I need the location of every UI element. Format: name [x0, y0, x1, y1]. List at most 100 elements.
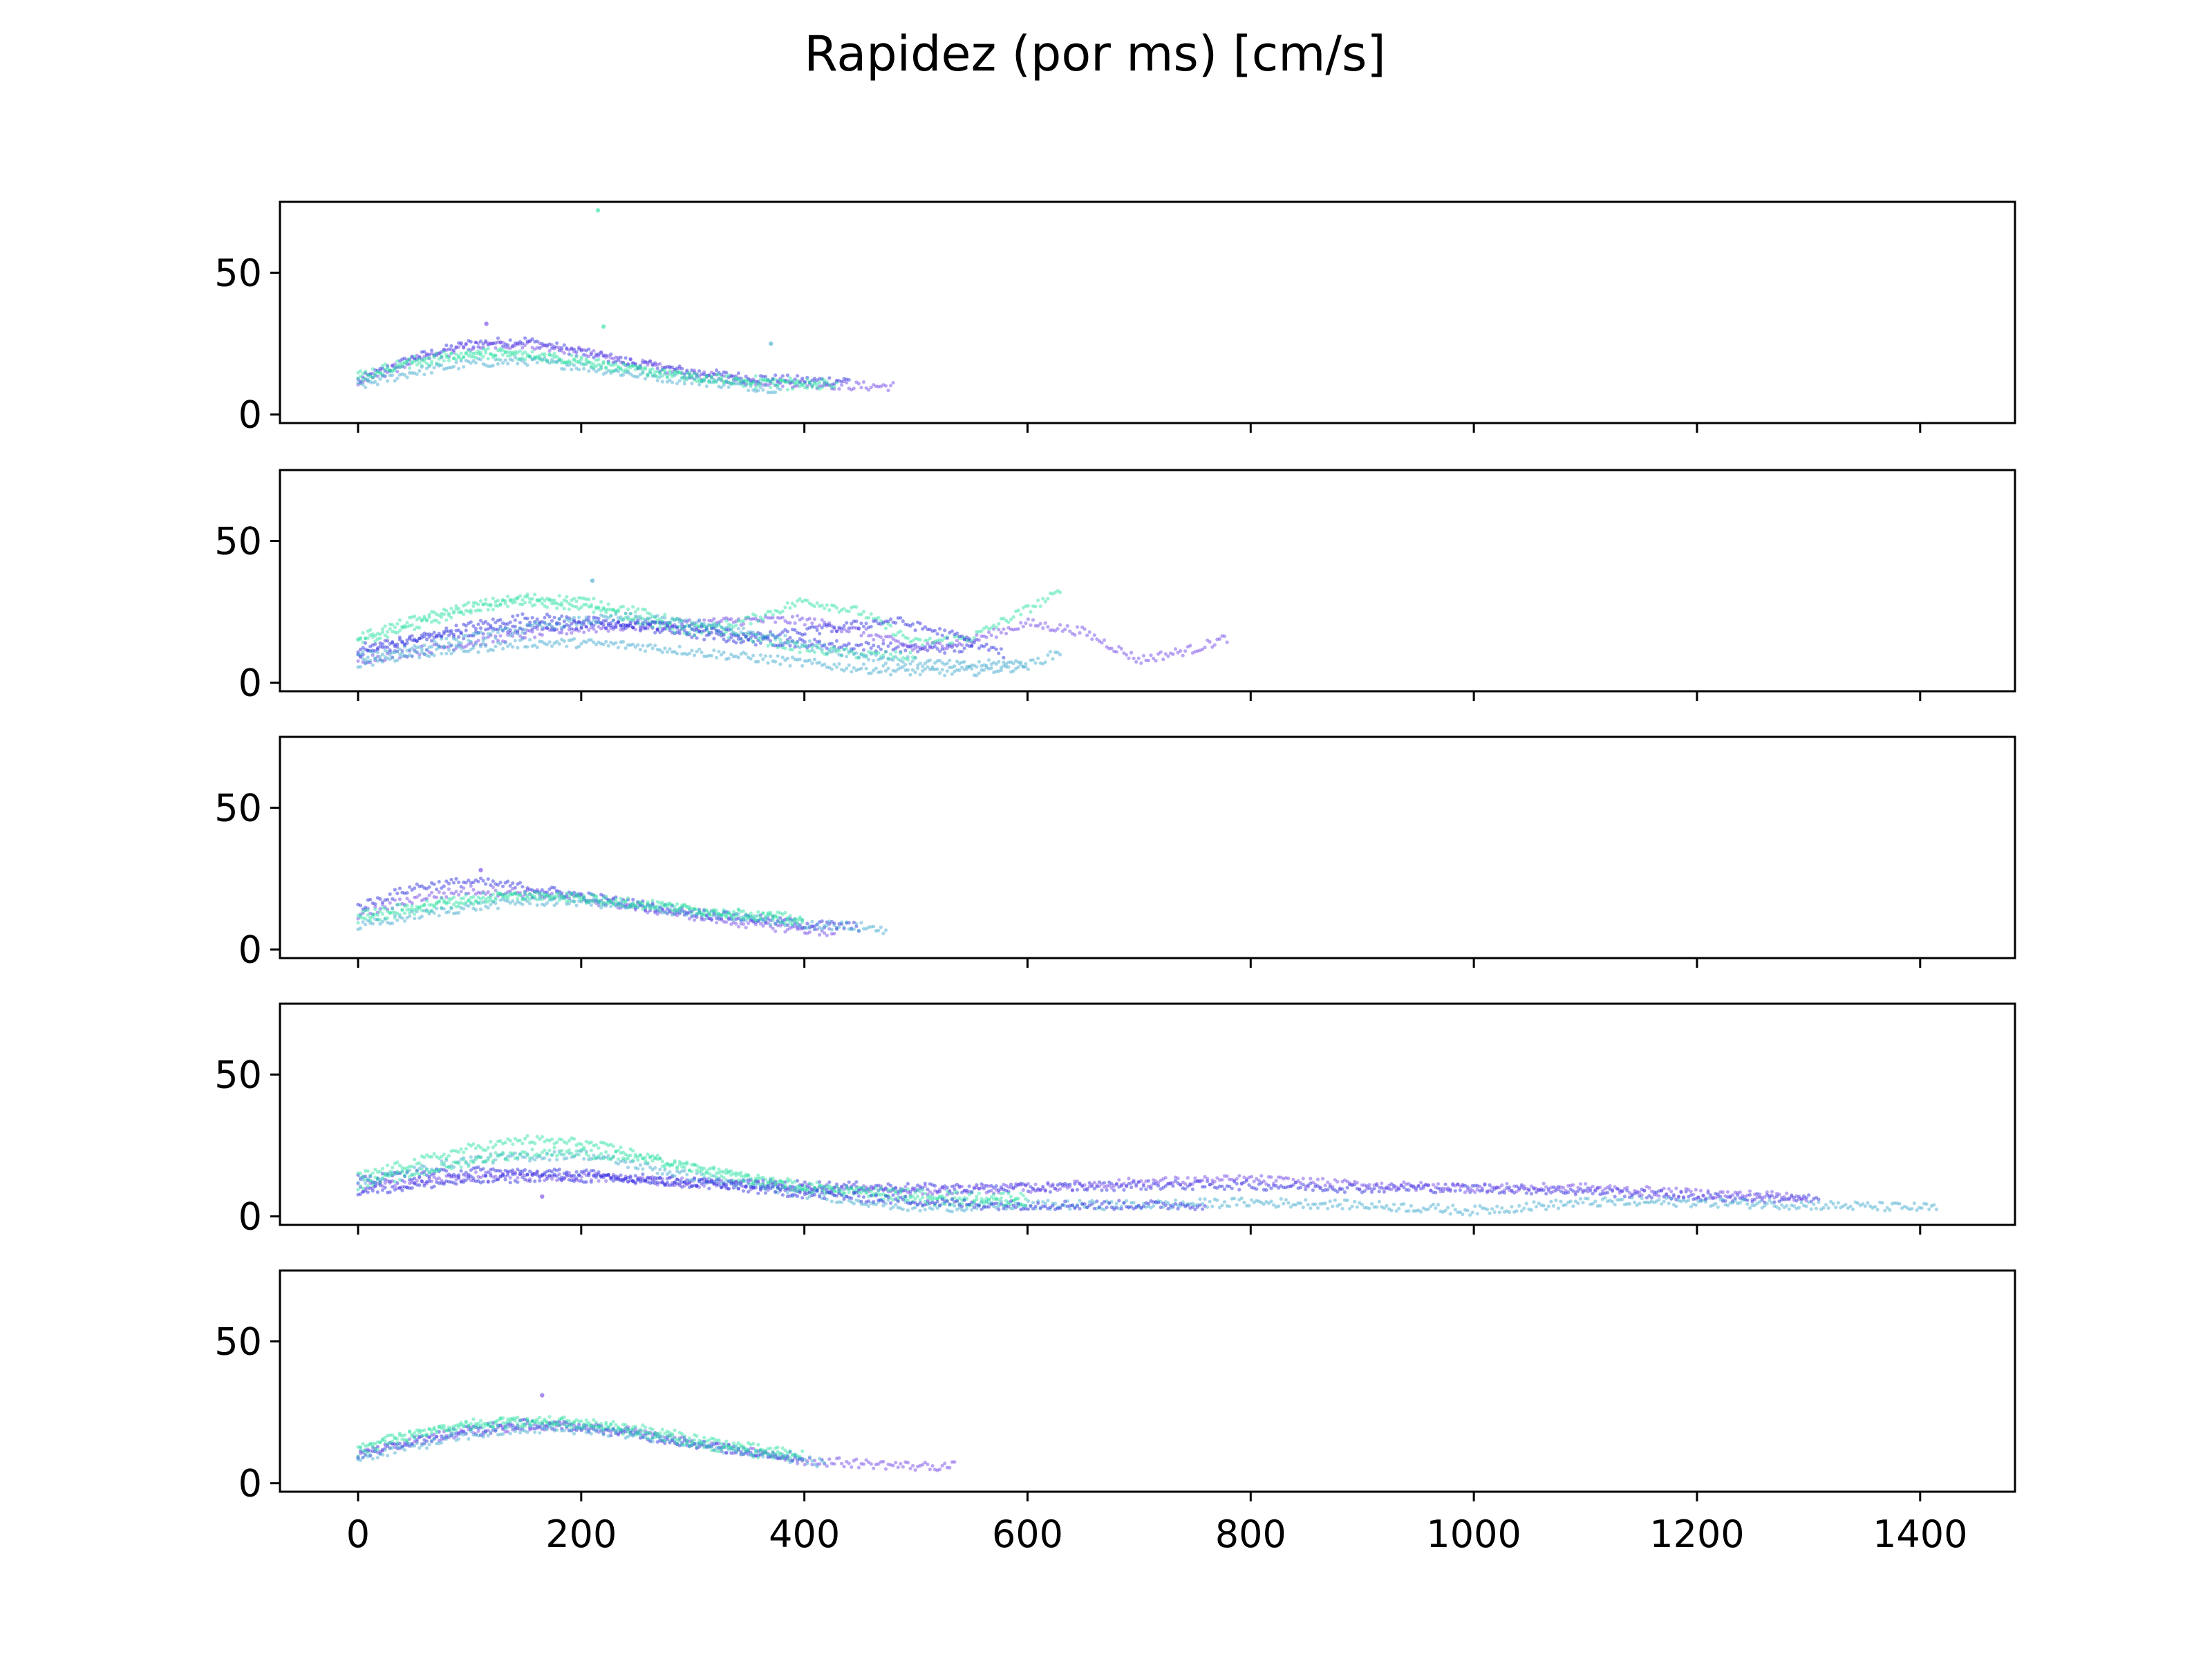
data-point: [675, 382, 679, 386]
data-point: [798, 650, 802, 655]
data-point: [447, 645, 451, 649]
data-point: [478, 339, 483, 344]
data-point: [567, 601, 572, 606]
data-point: [587, 360, 591, 364]
data-point: [891, 381, 895, 385]
data-point: [388, 650, 392, 655]
data-point: [380, 627, 385, 631]
data-point: [521, 636, 525, 640]
data-point: [400, 364, 404, 368]
data-point: [636, 366, 640, 371]
data-point: [788, 914, 792, 918]
data-point: [852, 386, 856, 391]
data-point: [464, 350, 468, 355]
data-point: [397, 897, 402, 901]
data-point: [756, 381, 760, 385]
data-point: [494, 346, 498, 350]
data-point: [690, 648, 694, 653]
data-point: [503, 892, 507, 897]
data-point: [818, 380, 822, 385]
data-point: [660, 365, 664, 370]
data-point: [462, 901, 466, 906]
data-point: [516, 1176, 520, 1180]
data-point: [410, 371, 414, 375]
data-point: [948, 658, 952, 662]
data-point: [589, 621, 593, 626]
data-point: [763, 375, 768, 379]
data-point: [506, 604, 510, 608]
data-point: [474, 361, 478, 365]
data-point: [599, 365, 603, 370]
data-point: [364, 658, 368, 662]
data-point: [636, 365, 640, 369]
data-point: [891, 658, 895, 662]
data-point: [422, 357, 427, 361]
data-point: [840, 653, 844, 657]
data-point: [616, 369, 621, 374]
data-point: [366, 379, 370, 383]
data-point: [756, 632, 760, 637]
data-point: [977, 671, 981, 675]
data-point: [356, 380, 360, 385]
data-point: [798, 637, 802, 641]
data-point: [999, 1187, 1003, 1191]
data-point: [516, 342, 520, 346]
series-4-1: [356, 1165, 1821, 1204]
data-point: [506, 897, 510, 901]
data-point: [361, 653, 365, 657]
data-point: [535, 356, 539, 360]
data-point: [440, 652, 444, 656]
data-point: [469, 348, 473, 352]
data-point: [700, 377, 704, 382]
data-point: [854, 921, 859, 926]
data-point: [555, 894, 559, 899]
data-point: [739, 382, 743, 386]
data-point: [1043, 599, 1047, 603]
data-point: [451, 1174, 456, 1179]
data-point: [358, 374, 363, 379]
data-point: [704, 373, 709, 378]
data-point: [1031, 1188, 1035, 1192]
data-point: [685, 368, 689, 373]
data-point: [771, 926, 775, 930]
data-point: [579, 348, 583, 352]
data-point: [481, 636, 485, 640]
data-point: [727, 638, 731, 642]
data-point: [908, 650, 912, 655]
data-point: [785, 388, 789, 392]
data-point: [447, 648, 451, 653]
data-point: [513, 624, 517, 628]
data-point: [508, 338, 512, 342]
data-point: [494, 901, 498, 906]
data-point: [697, 374, 702, 378]
data-point: [582, 366, 586, 371]
data-point: [393, 362, 397, 366]
data-point: [1127, 656, 1131, 660]
data-point: [614, 368, 618, 372]
data-point: [592, 348, 596, 353]
data-point: [624, 626, 628, 630]
data-point: [1033, 1182, 1038, 1186]
data-point: [776, 646, 780, 650]
data-point: [491, 648, 495, 653]
data-point: [697, 382, 702, 387]
data-point: [624, 362, 628, 367]
data-point: [665, 375, 670, 379]
data-point: [545, 612, 550, 617]
data-point: [375, 646, 380, 650]
data-point: [859, 633, 863, 638]
data-point: [500, 340, 505, 344]
data-point: [614, 362, 618, 366]
data-point: [574, 621, 579, 625]
data-point: [484, 339, 488, 343]
data-point: [518, 892, 523, 897]
data-point: [1299, 1185, 1303, 1190]
data-point: [859, 642, 863, 647]
data-point: [842, 648, 846, 652]
data-point: [408, 371, 412, 375]
data-point: [722, 379, 726, 384]
data-point: [574, 366, 579, 371]
data-point: [717, 632, 721, 637]
data-point: [736, 382, 740, 386]
data-point: [462, 907, 466, 911]
